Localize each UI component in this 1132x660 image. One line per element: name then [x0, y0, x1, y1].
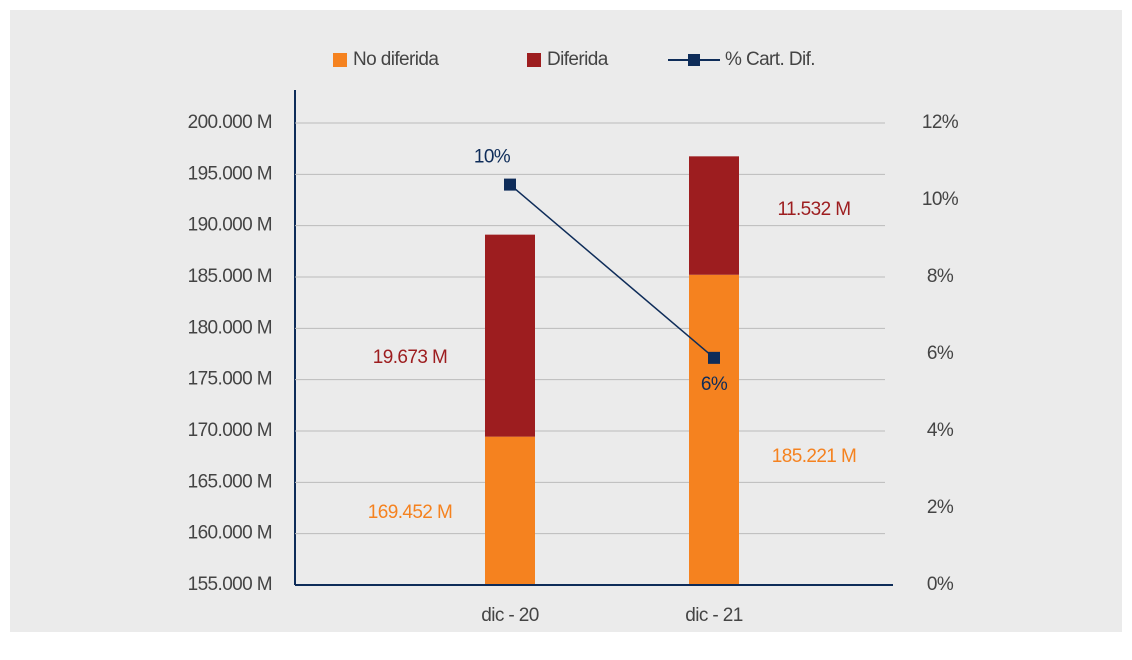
y-tick-label: 180.000 M — [188, 317, 272, 338]
y-tick-label: 195.000 M — [188, 163, 272, 184]
y-tick-label: 190.000 M — [188, 215, 272, 236]
y2-tick-label: 4% — [927, 420, 954, 441]
y2-tick-label: 10% — [922, 189, 959, 210]
y-tick-label: 175.000 M — [188, 369, 272, 390]
legend-label: % Cart. Dif. — [725, 49, 815, 70]
legend-marker — [688, 54, 700, 66]
bar-segment — [689, 156, 739, 275]
data-label: 6% — [701, 374, 728, 395]
legend-label: No diferida — [353, 49, 439, 70]
legend-swatch — [527, 53, 541, 67]
data-label: 11.532 M — [777, 199, 850, 220]
y-tick-label: 155.000 M — [188, 574, 272, 595]
y2-tick-label: 8% — [927, 266, 954, 287]
chart-panel — [10, 10, 1122, 632]
y2-tick-label: 6% — [927, 343, 954, 364]
x-tick-label: dic - 21 — [685, 605, 743, 626]
bar-segment — [485, 436, 535, 585]
line-marker — [708, 351, 720, 364]
data-label: 10% — [474, 147, 511, 168]
legend-swatch — [333, 53, 347, 67]
y-tick-label: 160.000 M — [188, 523, 272, 544]
x-tick-label: dic - 20 — [481, 605, 539, 626]
y-tick-label: 185.000 M — [188, 266, 272, 287]
y-tick-label: 165.000 M — [188, 471, 272, 492]
y2-tick-label: 12% — [922, 112, 959, 133]
y-tick-label: 200.000 M — [188, 112, 272, 133]
y2-tick-label: 2% — [927, 497, 954, 518]
data-label: 169.452 M — [368, 502, 452, 523]
y2-tick-label: 0% — [927, 574, 954, 595]
line-series — [509, 184, 715, 359]
data-label: 19.673 M — [373, 347, 447, 368]
legend-label: Diferida — [547, 49, 609, 70]
y-tick-label: 170.000 M — [188, 420, 272, 441]
data-label: 185.221 M — [772, 446, 856, 467]
line-marker — [504, 178, 516, 191]
bar-segment — [485, 234, 535, 437]
bar-segment — [689, 274, 739, 585]
